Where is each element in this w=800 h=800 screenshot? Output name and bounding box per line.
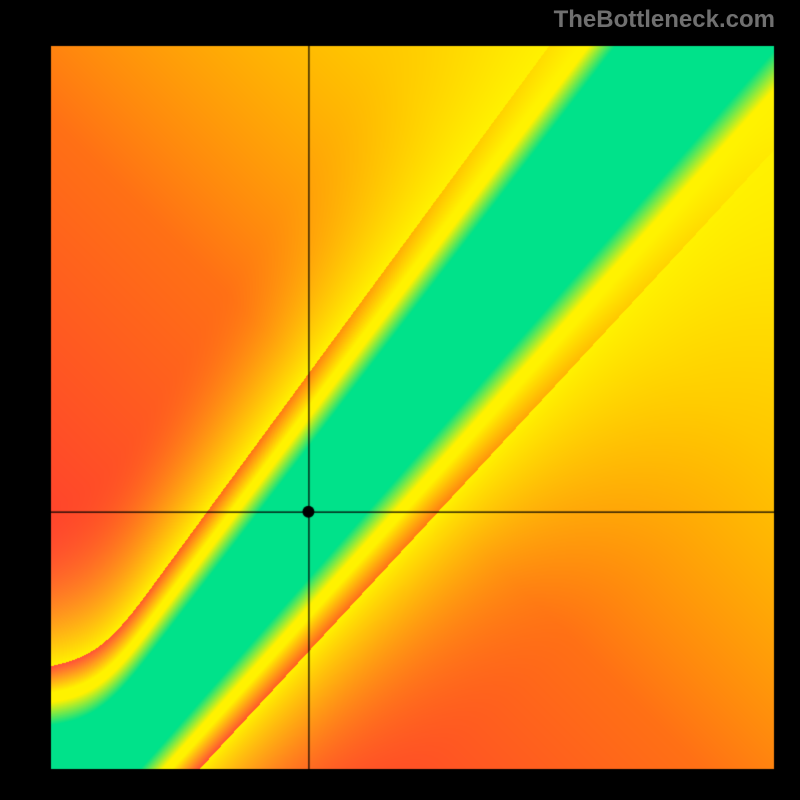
stage: TheBottleneck.com TheBottleneck.com [0, 0, 800, 800]
watermark-text: TheBottleneck.com [554, 6, 775, 34]
plot-frame [45, 40, 780, 775]
heatmap-canvas [45, 40, 780, 775]
